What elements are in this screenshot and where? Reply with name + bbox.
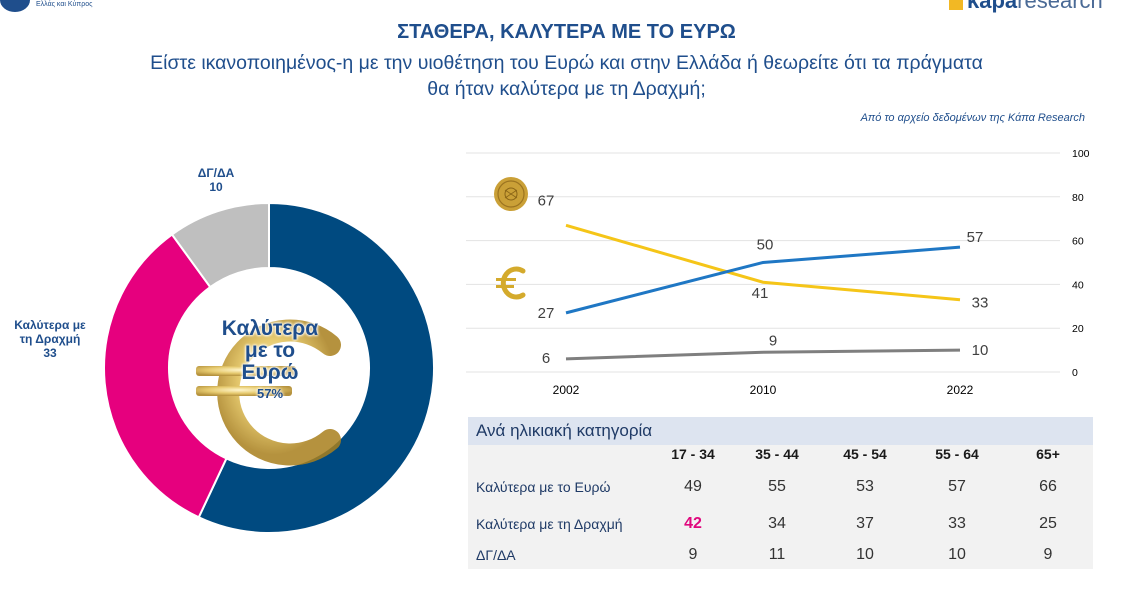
data-label-dk: 9 xyxy=(769,332,777,349)
series-line-dk xyxy=(565,348,961,361)
table-cell: 25 xyxy=(1039,515,1057,532)
page-title: ΣΤΑΘΕΡΑ, ΚΑΛΥΤΕΡΑ ΜΕ ΤΟ ΕΥΡΩ xyxy=(397,21,736,43)
table-cell: 53 xyxy=(856,478,874,495)
donut-center-label: Καλύτερα με το Ευρώ 57% xyxy=(185,317,355,402)
donut-label-dk: ΔΓ/ΔΑ 10 xyxy=(176,166,256,194)
logo-accent-bar xyxy=(949,0,963,10)
table-cell: 10 xyxy=(948,546,966,563)
logo-word-light: research xyxy=(1017,0,1103,13)
table-cell: 49 xyxy=(684,478,702,495)
center-line-3: Ευρώ xyxy=(241,361,299,384)
data-label-euro: 50 xyxy=(757,237,774,254)
dk-label-value: 10 xyxy=(209,180,223,194)
table-column-header: 17 - 34 xyxy=(671,446,715,462)
y-tick-label: 100 xyxy=(1072,148,1090,160)
data-label-drachma: 67 xyxy=(538,192,555,209)
dk-label-text: ΔΓ/ΔΑ xyxy=(197,166,235,180)
table-column-header: 45 - 54 xyxy=(843,446,887,462)
donut-slice-0 xyxy=(197,201,435,534)
source-note: Από το αρχείο δεδομένων της Κάπα Researc… xyxy=(860,112,1085,124)
x-tick-label: 2002 xyxy=(553,383,580,397)
series-line-drachma xyxy=(565,223,961,302)
table-cell: 33 xyxy=(948,515,966,532)
euro-symbol-icon xyxy=(496,266,526,300)
center-line-1: Καλύτερα xyxy=(221,317,319,340)
y-tick-label: 0 xyxy=(1072,367,1078,379)
table-cell: 34 xyxy=(768,515,786,532)
drachma-coin-icon xyxy=(494,177,528,211)
table-cell: 10 xyxy=(856,546,874,563)
y-tick-label: 40 xyxy=(1072,279,1084,291)
line-chart-grid xyxy=(466,152,1060,373)
y-tick-label: 20 xyxy=(1072,323,1084,335)
table-cell: 55 xyxy=(768,478,786,495)
donut-slice-1 xyxy=(103,233,228,519)
table-cell: 9 xyxy=(688,546,698,563)
page-subtitle: Είστε ικανοποιημένος-η με την υιοθέτηση … xyxy=(0,50,1133,102)
kapa-logo-icon xyxy=(0,0,30,12)
data-label-euro: 57 xyxy=(967,229,984,246)
logo-wordmark: kaparesearch xyxy=(967,0,1103,14)
table-cell: 37 xyxy=(856,515,874,532)
data-label-drachma: 33 xyxy=(972,295,989,312)
line-chart-series xyxy=(565,223,961,361)
line-chart-y-axis: 0 20 40 60 80 100 xyxy=(1072,148,1090,379)
table-column-header: 65+ xyxy=(1036,446,1060,462)
age-table-header-bar xyxy=(468,417,1093,445)
x-tick-label: 2010 xyxy=(750,383,777,397)
kapa-research-logo: kaparesearch xyxy=(949,0,1119,14)
euro-coin-decoration xyxy=(196,319,341,466)
x-tick-label: 2022 xyxy=(947,383,974,397)
line-chart-x-axis: 2002 2010 2022 xyxy=(553,383,974,397)
table-column-header: 55 - 64 xyxy=(935,446,979,462)
logo-word-bold: kapa xyxy=(967,0,1018,13)
drachma-label-value: 33 xyxy=(43,346,57,360)
subtitle-line-1: Είστε ικανοποιημένος-η με την υιοθέτηση … xyxy=(150,52,983,74)
data-label-euro: 27 xyxy=(538,305,555,322)
line-chart-data-labels: 67 41 33 27 50 57 6 9 10 xyxy=(538,192,989,367)
table-cell: 9 xyxy=(1043,546,1053,563)
y-tick-label: 60 xyxy=(1072,236,1084,248)
subtitle-line-2: θα ήταν καλύτερα με τη Δραχμή; xyxy=(427,78,706,100)
table-column-header: 35 - 44 xyxy=(755,446,799,462)
series-line-euro xyxy=(565,245,961,315)
data-label-dk: 10 xyxy=(972,342,989,359)
drachma-label-line-2: τη Δραχμή xyxy=(19,332,81,346)
table-cell: 66 xyxy=(1039,478,1057,495)
table-row-label: Καλύτερα με τη Δραχμή xyxy=(476,516,623,532)
table-cell: 11 xyxy=(768,546,786,563)
data-label-dk: 6 xyxy=(542,350,550,367)
logo-tagline: Ελλάς και Κύπρος xyxy=(36,1,93,8)
center-value: 57% xyxy=(256,386,284,401)
table-row-label: ΔΓ/ΔΑ xyxy=(476,547,516,563)
table-row-label: Καλύτερα με το Ευρώ xyxy=(476,479,611,495)
donut-slice-2 xyxy=(170,201,270,289)
age-table-title: Ανά ηλικιακή κατηγορία xyxy=(476,421,653,440)
table-cell: 57 xyxy=(948,478,966,495)
center-line-2: με το xyxy=(244,339,296,362)
table-cell: 42 xyxy=(684,515,702,532)
donut-label-drachma: Καλύτερα με τη Δραχμή 33 xyxy=(0,318,100,360)
data-label-drachma: 41 xyxy=(752,285,769,302)
donut-slices xyxy=(103,201,435,534)
drachma-label-line-1: Καλύτερα με xyxy=(14,318,86,332)
y-tick-label: 80 xyxy=(1072,192,1084,204)
